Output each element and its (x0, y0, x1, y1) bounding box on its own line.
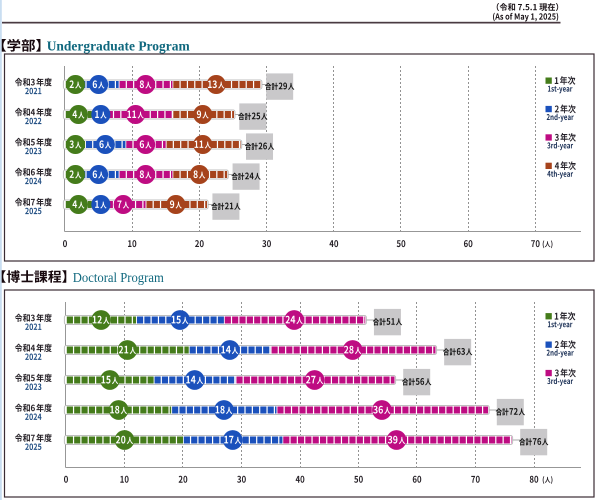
svg-text:Undergraduate Program: Undergraduate Program (47, 38, 191, 53)
svg-text:Doctoral Program: Doctoral Program (73, 270, 164, 285)
